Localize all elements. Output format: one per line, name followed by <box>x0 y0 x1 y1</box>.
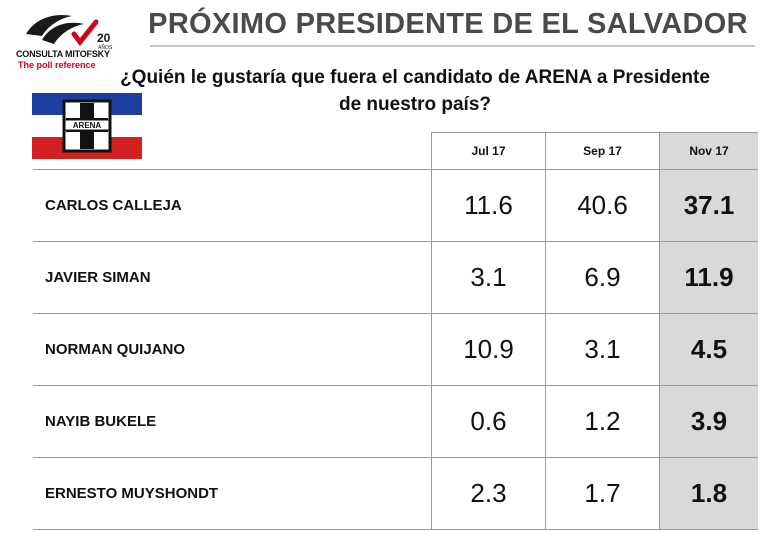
logo-swoosh-icon <box>26 14 72 36</box>
logo-swoosh-icon-2 <box>42 22 84 44</box>
value-jul: 2.3 <box>431 457 546 530</box>
value-nov: 11.9 <box>659 241 758 314</box>
table-row: ERNESTO MUYSHONDT 2.3 1.7 1.8 <box>33 457 758 530</box>
candidate-name: JAVIER SIMAN <box>33 241 432 314</box>
value-jul: 11.6 <box>431 169 546 242</box>
value-sep: 1.2 <box>545 385 660 458</box>
mitofsky-logo: 20 AÑOS CONSULTA MITOFSKY The poll refer… <box>12 4 122 70</box>
results-table: Jul 17 Sep 17 Nov 17 CARLOS CALLEJA 11.6… <box>33 132 758 530</box>
value-sep: 40.6 <box>545 169 660 242</box>
logo-check-icon <box>71 19 99 47</box>
candidate-name: CARLOS CALLEJA <box>33 169 432 242</box>
survey-question: ¿Quién le gustaría que fuera el candidat… <box>120 67 710 115</box>
corner-cell <box>33 132 432 170</box>
table-row: JAVIER SIMAN 3.1 6.9 11.9 <box>33 241 758 314</box>
table-row: CARLOS CALLEJA 11.6 40.6 37.1 <box>33 169 758 242</box>
column-header-sep: Sep 17 <box>545 132 660 170</box>
page-title: PRÓXIMO PRESIDENTE DE EL SALVADOR <box>148 7 748 40</box>
value-jul: 10.9 <box>431 313 546 386</box>
value-sep: 6.9 <box>545 241 660 314</box>
value-sep: 3.1 <box>545 313 660 386</box>
value-sep: 1.7 <box>545 457 660 530</box>
table-header-row: Jul 17 Sep 17 Nov 17 <box>33 132 758 170</box>
logo-badge: 20 <box>97 31 111 45</box>
table-row: NAYIB BUKELE 0.6 1.2 3.9 <box>33 385 758 458</box>
logo-name: CONSULTA MITOFSKY <box>16 49 110 59</box>
value-nov: 1.8 <box>659 457 758 530</box>
value-jul: 0.6 <box>431 385 546 458</box>
value-nov: 4.5 <box>659 313 758 386</box>
value-nov: 37.1 <box>659 169 758 242</box>
logo-badge-suffix: AÑOS <box>98 44 113 51</box>
logo-tagline: The poll reference <box>18 60 96 70</box>
candidate-name: NAYIB BUKELE <box>33 385 432 458</box>
value-nov: 3.9 <box>659 385 758 458</box>
flag-label: ARENA <box>73 121 102 130</box>
title-divider <box>150 45 755 47</box>
column-header-jul: Jul 17 <box>431 132 546 170</box>
table-row: NORMAN QUIJANO 10.9 3.1 4.5 <box>33 313 758 386</box>
column-header-nov: Nov 17 <box>659 132 758 170</box>
value-jul: 3.1 <box>431 241 546 314</box>
candidate-name: NORMAN QUIJANO <box>33 313 432 386</box>
candidate-name: ERNESTO MUYSHONDT <box>33 457 432 530</box>
